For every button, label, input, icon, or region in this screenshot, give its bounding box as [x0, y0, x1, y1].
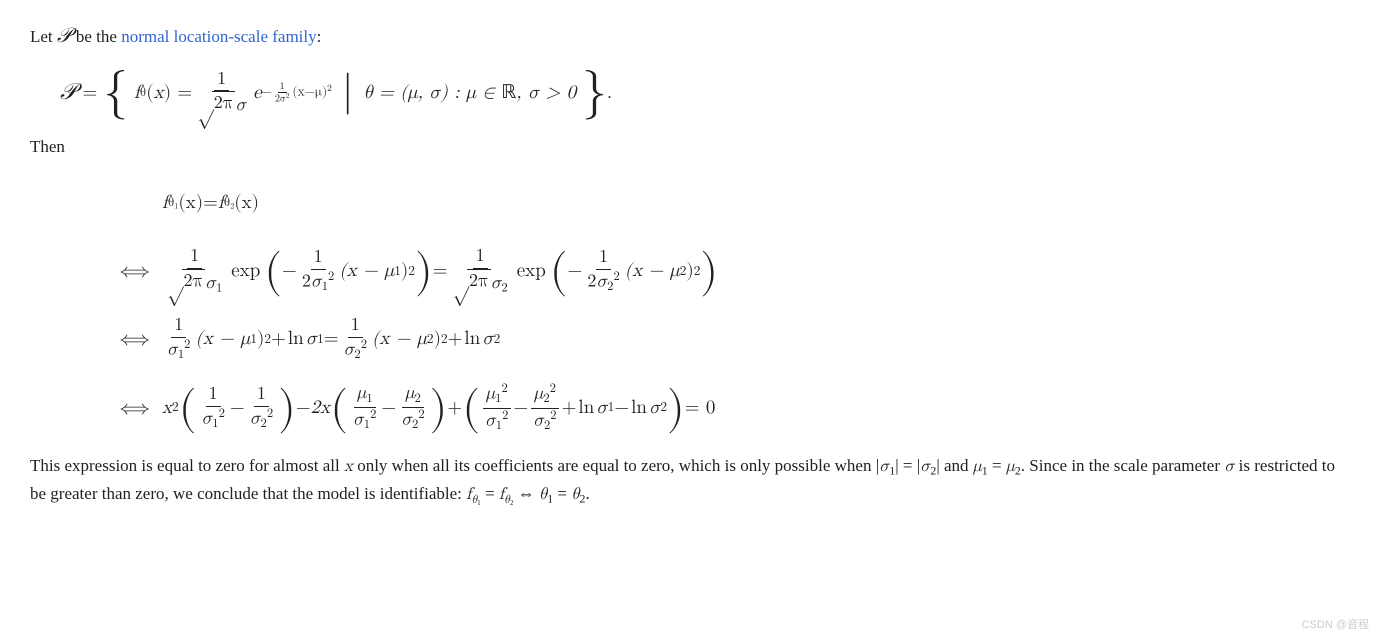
p-lhs: 𝒫 — [60, 74, 76, 110]
right-brace: } — [582, 73, 607, 113]
intro-suffix: : — [317, 27, 322, 46]
normal-family-link[interactable]: normal location-scale family — [121, 27, 316, 46]
conclusion-paragraph: This expression is equal to zero for alm… — [30, 452, 1350, 510]
then-text: Then — [30, 133, 1350, 160]
family-definition-equation: 𝒫 = { fθ(x) = 1 √2πσ e−12σ2(x−μ)2 | θ = … — [60, 69, 1350, 117]
exponent: −12σ2(x−μ)2 — [262, 81, 332, 104]
derivation-line-2: ⟺ 1 √2πσ1 exp ( − 1 2σ12 (x − μ1)2 ) = 1 — [90, 246, 1350, 296]
set-divider: | — [342, 76, 354, 109]
x-arg: (x) = — [146, 78, 192, 108]
period: . — [607, 78, 612, 108]
derivation-line-4: ⟺ x2 ( 1σ12 − 1σ22 ) − 2x ( μ1σ12 − μ2σ2… — [90, 382, 1350, 434]
article-content: Let 𝒫 be the normal location-scale famil… — [30, 20, 1350, 510]
normalization-fraction: 1 √2πσ — [194, 69, 249, 117]
derivation-line-3: ⟺ 1 σ12 (x − μ1)2 + ln σ1 = 1 σ22 (x − μ… — [90, 314, 1350, 364]
intro-paragraph: Let 𝒫 be the normal location-scale famil… — [30, 20, 1350, 53]
e-base: e — [253, 78, 261, 108]
left-brace: { — [103, 73, 128, 113]
parameter-condition: θ = (μ, σ) : μ ∈ ℝ, σ > 0 — [363, 78, 576, 108]
derivation-line-1: fθ1(x) = fθ2(x) — [90, 178, 1350, 228]
script-p-symbol: 𝒫 — [57, 25, 72, 47]
derivation-block: fθ1(x) = fθ2(x) ⟺ 1 √2πσ1 exp ( − 1 2σ12… — [90, 178, 1350, 434]
intro-middle: be the — [72, 27, 122, 46]
watermark-text: CSDN @音程 — [1302, 617, 1369, 635]
intro-prefix: Let — [30, 27, 57, 46]
equals: = — [82, 78, 97, 108]
